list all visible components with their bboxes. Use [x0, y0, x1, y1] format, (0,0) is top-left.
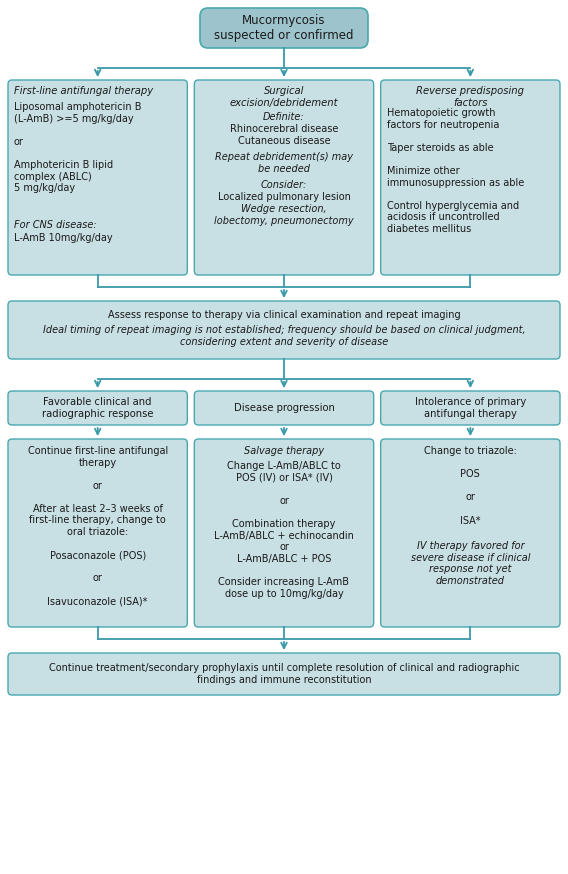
- FancyBboxPatch shape: [381, 391, 560, 425]
- FancyBboxPatch shape: [8, 653, 560, 695]
- Text: For CNS disease:: For CNS disease:: [14, 220, 97, 230]
- FancyBboxPatch shape: [8, 439, 187, 627]
- Text: or

After at least 2–3 weeks of
first-line therapy, change to
oral triazole:

Po: or After at least 2–3 weeks of first-lin…: [30, 469, 166, 607]
- Text: Change to triazole:

POS

or

ISA*: Change to triazole: POS or ISA*: [424, 446, 517, 525]
- FancyBboxPatch shape: [8, 391, 187, 425]
- Text: L-AmB 10mg/kg/day: L-AmB 10mg/kg/day: [14, 233, 112, 243]
- FancyBboxPatch shape: [8, 80, 187, 275]
- FancyBboxPatch shape: [381, 80, 560, 275]
- Text: Surgical
excision/debridement: Surgical excision/debridement: [229, 86, 339, 108]
- Text: Definite:: Definite:: [263, 112, 305, 122]
- FancyBboxPatch shape: [8, 301, 560, 359]
- Text: Favorable clinical and
radiographic response: Favorable clinical and radiographic resp…: [42, 397, 153, 419]
- Text: Salvage therapy: Salvage therapy: [244, 446, 324, 456]
- Text: Disease progression: Disease progression: [233, 403, 335, 413]
- Text: Reverse predisposing
factors: Reverse predisposing factors: [416, 86, 524, 108]
- Text: Localized pulmonary lesion: Localized pulmonary lesion: [218, 192, 350, 202]
- FancyBboxPatch shape: [194, 439, 374, 627]
- FancyBboxPatch shape: [200, 8, 368, 48]
- Text: Continue first-line antifungal
therapy: Continue first-line antifungal therapy: [27, 446, 168, 468]
- Text: Repeat debridement(s) may
be needed: Repeat debridement(s) may be needed: [215, 152, 353, 174]
- Text: First-line antifungal therapy: First-line antifungal therapy: [14, 86, 153, 96]
- Text: Consider:: Consider:: [261, 180, 307, 190]
- Text: IV therapy favored for
severe disease if clinical
response not yet
demonstrated: IV therapy favored for severe disease if…: [411, 541, 530, 586]
- Text: Rhinocerebral disease
Cutaneous disease: Rhinocerebral disease Cutaneous disease: [230, 124, 338, 146]
- FancyBboxPatch shape: [194, 391, 374, 425]
- FancyBboxPatch shape: [381, 439, 560, 627]
- Text: Hematopoietic growth
factors for neutropenia

Taper steroids as able

Minimize o: Hematopoietic growth factors for neutrop…: [387, 108, 524, 234]
- Text: Ideal timing of repeat imaging is not established; frequency should be based on : Ideal timing of repeat imaging is not es…: [43, 325, 525, 347]
- Text: Mucormycosis
suspected or confirmed: Mucormycosis suspected or confirmed: [214, 14, 354, 42]
- Text: Wedge resection,
lobectomy, pneumonectomy: Wedge resection, lobectomy, pneumonectom…: [214, 204, 354, 225]
- Text: Continue treatment/secondary prophylaxis until complete resolution of clinical a: Continue treatment/secondary prophylaxis…: [49, 663, 519, 685]
- Text: Intolerance of primary
antifungal therapy: Intolerance of primary antifungal therap…: [415, 397, 526, 419]
- Text: Liposomal amphotericin B
(L-AmB) >=5 mg/kg/day

or

Amphotericin B lipid
complex: Liposomal amphotericin B (L-AmB) >=5 mg/…: [14, 102, 141, 193]
- Text: Change L-AmB/ABLC to
POS (IV) or ISA* (IV)

or

Combination therapy
L-AmB/ABLC +: Change L-AmB/ABLC to POS (IV) or ISA* (I…: [214, 461, 354, 599]
- Text: Assess response to therapy via clinical examination and repeat imaging: Assess response to therapy via clinical …: [108, 310, 460, 320]
- FancyBboxPatch shape: [194, 80, 374, 275]
